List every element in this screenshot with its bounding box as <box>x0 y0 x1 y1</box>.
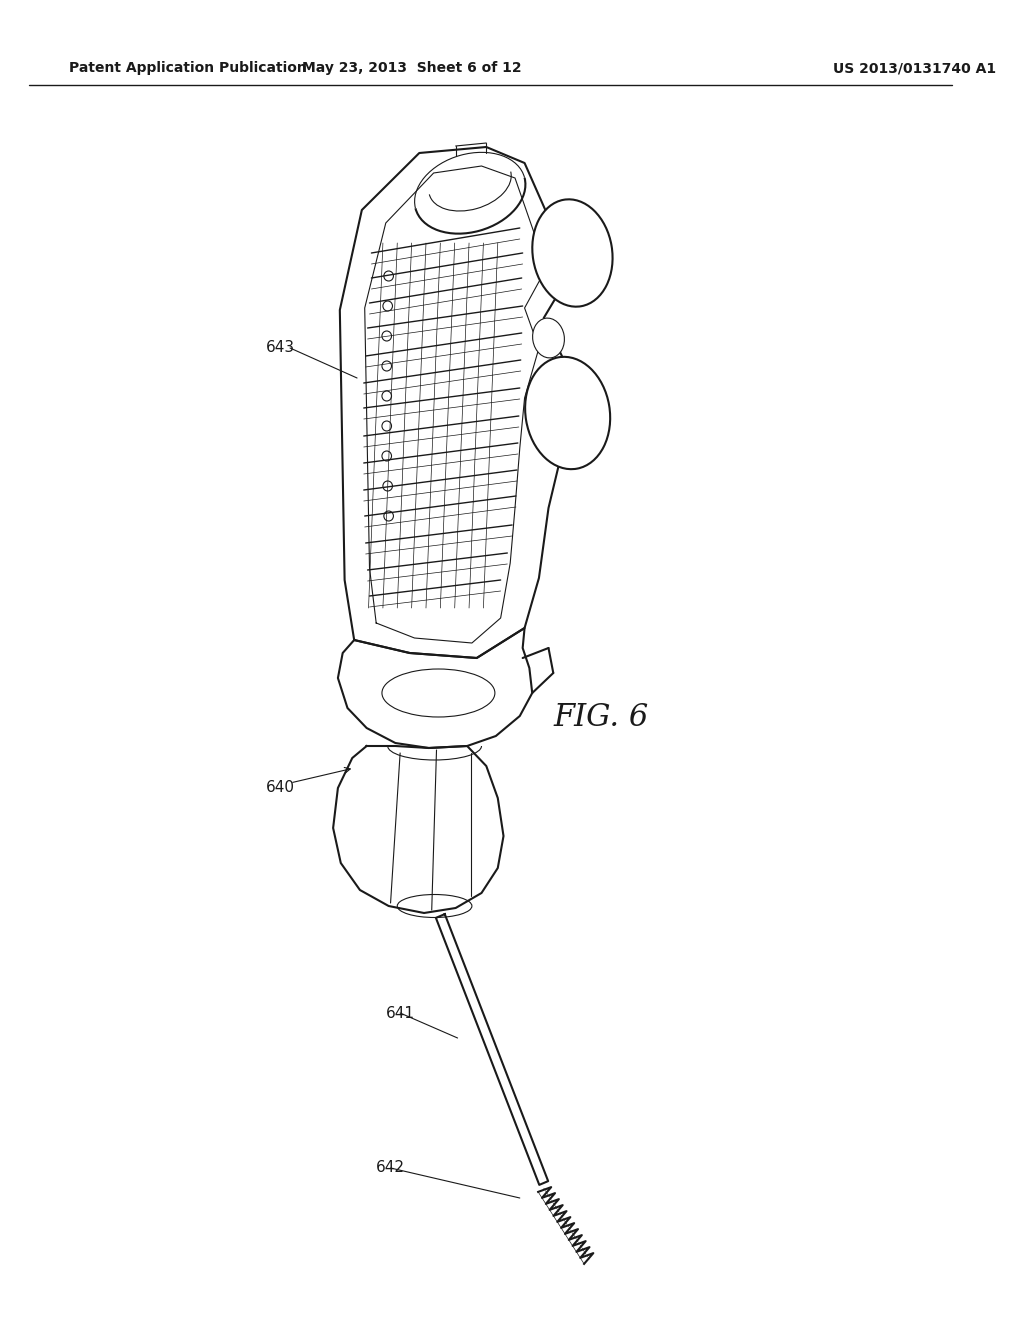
Text: FIG. 6: FIG. 6 <box>553 702 648 734</box>
Text: 640: 640 <box>266 780 295 796</box>
Ellipse shape <box>532 318 564 358</box>
Text: 641: 641 <box>386 1006 415 1020</box>
Ellipse shape <box>532 199 612 306</box>
Ellipse shape <box>525 356 610 469</box>
Text: 642: 642 <box>376 1160 406 1176</box>
Text: US 2013/0131740 A1: US 2013/0131740 A1 <box>833 61 996 75</box>
Text: 643: 643 <box>266 341 295 355</box>
Text: Patent Application Publication: Patent Application Publication <box>69 61 306 75</box>
Text: May 23, 2013  Sheet 6 of 12: May 23, 2013 Sheet 6 of 12 <box>302 61 521 75</box>
